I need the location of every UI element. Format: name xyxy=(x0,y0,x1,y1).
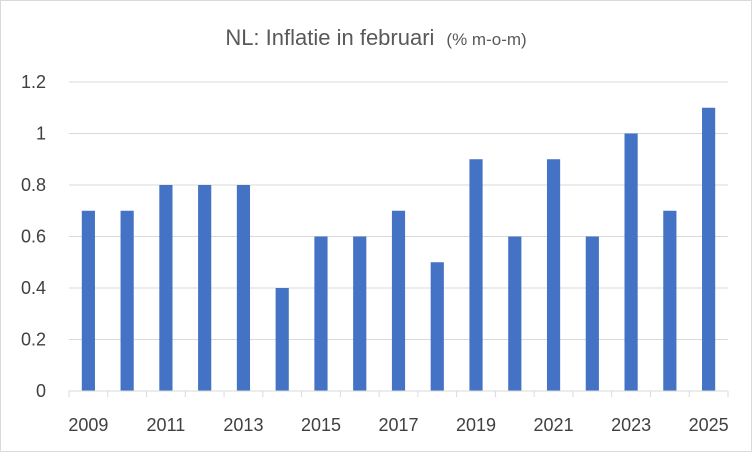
x-tick-label: 2017 xyxy=(378,415,418,435)
bar-2012 xyxy=(198,185,212,391)
bar-2024 xyxy=(663,210,677,391)
bar-2011 xyxy=(159,185,173,391)
x-tick-label: 2009 xyxy=(68,415,108,435)
x-tick-label: 2021 xyxy=(534,415,574,435)
bar-2010 xyxy=(120,210,134,391)
bar-2020 xyxy=(508,236,522,391)
bar-2017 xyxy=(391,210,406,391)
gridlines xyxy=(69,81,728,340)
bar-2022 xyxy=(585,236,599,391)
y-axis-ticks: 0 0.2 0.4 0.6 0.8 1 1.2 xyxy=(21,72,46,401)
x-tick-label: 2013 xyxy=(223,415,263,435)
y-tick-label: 1 xyxy=(36,124,46,144)
bar-2023 xyxy=(624,133,638,391)
bar-2009 xyxy=(81,210,95,391)
chart-title-unit: (% m-o-m) xyxy=(446,30,526,49)
y-tick-label: 0.2 xyxy=(21,330,46,350)
x-axis-ticks: 2009 2011 2013 2015 2017 2019 2021 2023 2025 xyxy=(68,391,729,435)
bar-2018 xyxy=(430,262,444,391)
bar-2016 xyxy=(353,236,367,391)
y-tick-label: 0.8 xyxy=(21,175,46,195)
chart-title-main: NL: Inflatie in februari xyxy=(225,25,434,50)
bar-2021 xyxy=(546,159,561,391)
bar-2025 xyxy=(702,107,716,391)
chart-title: NL: Inflatie in februari (% m-o-m) xyxy=(225,25,526,50)
y-tick-label: 0.4 xyxy=(21,278,46,298)
y-tick-label: 0 xyxy=(36,381,46,401)
bar-2019 xyxy=(469,159,483,391)
y-tick-label: 0.6 xyxy=(21,227,46,247)
x-tick-label: 2025 xyxy=(689,415,729,435)
y-tick-label: 1.2 xyxy=(21,72,46,92)
bars xyxy=(81,107,716,391)
x-tick-label: 2015 xyxy=(301,415,341,435)
x-tick-label: 2023 xyxy=(611,415,651,435)
bar-2015 xyxy=(314,236,328,391)
bar-2013 xyxy=(236,185,251,391)
x-tick-label: 2011 xyxy=(147,415,186,435)
bar-2014 xyxy=(275,288,289,391)
x-tick-label: 2019 xyxy=(456,415,496,435)
